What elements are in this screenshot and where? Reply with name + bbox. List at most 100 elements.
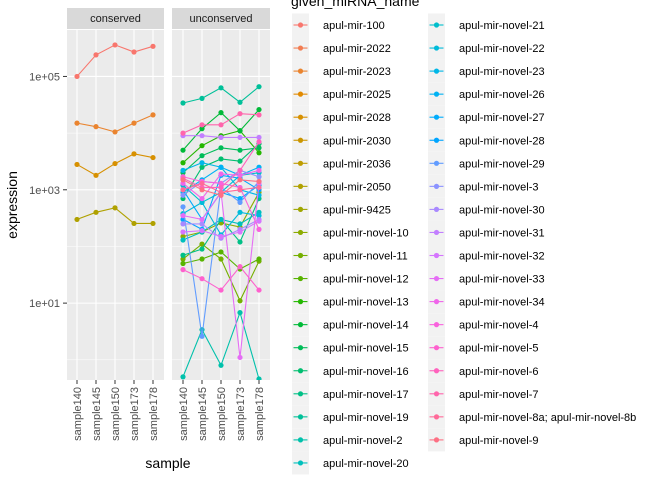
legend-label: apul-mir-novel-7 (459, 389, 538, 401)
data-point (180, 237, 186, 243)
legend-item: apul-mir-novel-5 (428, 336, 538, 360)
legend-label: apul-mir-100 (323, 20, 385, 32)
data-point (93, 209, 99, 215)
legend-label: apul-mir-novel-2 (323, 435, 402, 447)
data-point (218, 287, 224, 293)
legend-label: apul-mir-novel-31 (459, 227, 545, 239)
legend-item: apul-mir-2050 (292, 174, 391, 198)
legend-item: apul-mir-100 (292, 13, 385, 37)
legend-label: apul-mir-novel-34 (459, 297, 545, 309)
legend-key-point (297, 22, 304, 28)
data-point (150, 220, 156, 227)
legend-key-point (433, 299, 440, 305)
data-point (218, 362, 224, 368)
data-point (237, 195, 243, 202)
data-point (218, 110, 224, 116)
data-point (180, 213, 186, 219)
data-point (256, 145, 262, 151)
data-point (256, 174, 262, 180)
legend-key-point (433, 437, 440, 443)
legend-item: apul-mir-2036 (292, 151, 391, 175)
data-point (199, 122, 205, 128)
x-tick-label: sample173 (235, 387, 247, 441)
data-point (237, 187, 243, 193)
legend-item: apul-mir-novel-16 (292, 359, 409, 383)
data-point (180, 374, 186, 380)
data-point (131, 220, 137, 227)
legend-key-point (297, 137, 304, 143)
x-tick-label: sample140 (178, 387, 190, 441)
legend-item: apul-mir-novel-19 (292, 405, 409, 429)
data-point (237, 167, 243, 173)
data-point (199, 133, 205, 139)
legend-key-point (297, 206, 304, 212)
legend-label: apul-mir-novel-17 (323, 389, 409, 401)
legend-item: apul-mir-novel-3 (428, 174, 538, 198)
data-point (199, 180, 205, 186)
data-point (180, 229, 186, 235)
data-point (150, 112, 156, 118)
legend-item: apul-mir-novel-30 (428, 197, 545, 221)
data-point (256, 218, 262, 224)
legend-key-point (433, 137, 440, 143)
data-point (256, 226, 262, 232)
data-point (199, 143, 205, 149)
data-point (218, 184, 224, 191)
legend-label: apul-mir-novel-26 (459, 89, 545, 101)
legend-item: apul-mir-2022 (292, 36, 391, 60)
legend-item: apul-mir-novel-9 (428, 428, 538, 452)
data-point (218, 171, 224, 177)
facet-strip (172, 8, 270, 29)
data-point (180, 260, 186, 267)
legend-label: apul-mir-2022 (323, 43, 391, 55)
data-point (256, 150, 262, 156)
data-point (180, 130, 186, 136)
legend-key-point (297, 345, 304, 351)
data-point (199, 164, 205, 170)
data-point (237, 134, 243, 141)
data-point (131, 151, 137, 157)
data-point (256, 112, 262, 118)
data-point (256, 178, 262, 185)
data-point (237, 354, 243, 361)
legend-key-point (297, 183, 304, 189)
data-point (199, 160, 205, 166)
legend-label: apul-mir-2036 (323, 158, 391, 170)
legend-label: apul-mir-novel-3 (459, 181, 538, 193)
data-point (150, 154, 156, 161)
data-point (237, 229, 243, 235)
data-point (256, 184, 262, 191)
data-point (256, 287, 262, 293)
data-point (256, 256, 262, 262)
legend-label: apul-mir-novel-12 (323, 274, 409, 286)
legend-item: apul-mir-novel-10 (292, 220, 409, 244)
data-point (237, 239, 243, 245)
legend-key-point (297, 229, 304, 236)
data-point (199, 195, 205, 202)
data-point (199, 241, 205, 247)
legend-item: apul-mir-novel-4 (428, 313, 538, 337)
legend-key-point (433, 45, 440, 51)
data-point (93, 52, 99, 58)
data-point (237, 147, 243, 153)
legend-label: apul-mir-novel-16 (323, 366, 409, 378)
x-tick-label: sample150 (216, 387, 228, 441)
legend-key-point (433, 368, 440, 374)
legend-key-point (433, 160, 440, 166)
legend-item: apul-mir-novel-34 (428, 290, 545, 314)
series-layer (180, 84, 262, 380)
data-point (256, 139, 262, 145)
data-point (237, 177, 243, 183)
legend-key-point (433, 414, 440, 420)
data-point (237, 199, 243, 205)
data-point (199, 327, 205, 333)
legend-item: apul-mir-novel-31 (428, 220, 545, 244)
legend-item: apul-mir-novel-23 (428, 59, 545, 83)
x-tick-label: sample150 (110, 387, 122, 441)
legend-item: apul-mir-novel-13 (292, 290, 409, 314)
data-point (112, 205, 118, 211)
legend-item: apul-mir-novel-21 (428, 13, 545, 37)
legend-label: apul-mir-novel-11 (323, 251, 408, 263)
data-point (199, 95, 205, 101)
data-point (199, 333, 205, 339)
